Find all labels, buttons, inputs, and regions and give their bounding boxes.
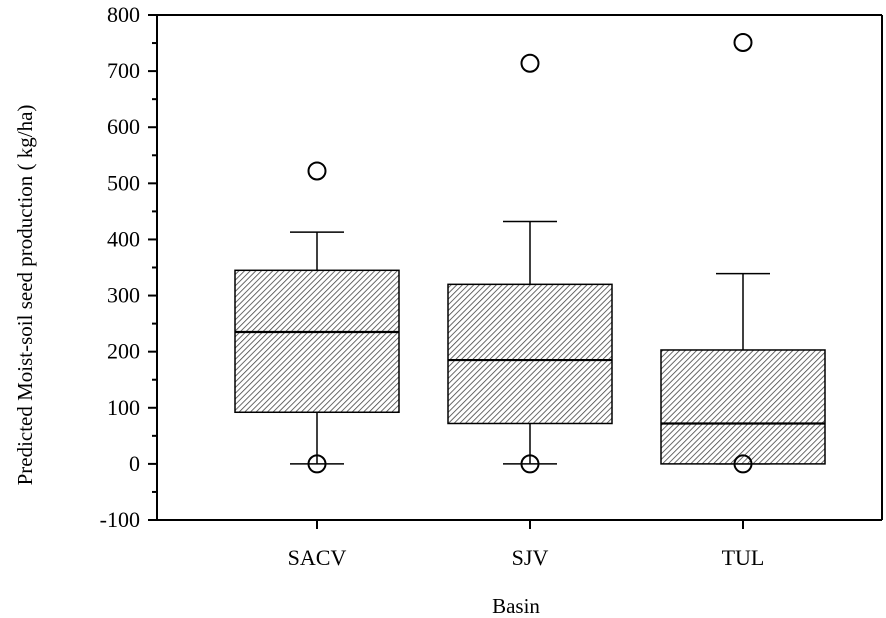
outlier-point (307, 454, 327, 474)
y-tick-label: 100 (107, 395, 140, 420)
y-tick-label: 500 (107, 170, 140, 195)
y-tick-label: 700 (107, 58, 140, 83)
outlier-point (520, 53, 540, 73)
box-group-sjv (447, 53, 613, 474)
iqr-box (660, 349, 826, 465)
y-axis-label: Predicted Moist-soil seed production ( k… (13, 105, 37, 486)
outlier-point (733, 32, 753, 52)
x-tick-label: SJV (512, 545, 549, 570)
y-tick-label: 300 (107, 283, 140, 308)
y-tick-label: 800 (107, 2, 140, 27)
y-tick-label: -100 (100, 507, 140, 532)
y-tick-label: 600 (107, 114, 140, 139)
box-group-sacv (234, 161, 400, 474)
y-tick-label: 200 (107, 339, 140, 364)
outlier-point (307, 161, 327, 181)
x-axis-label: Basin (492, 594, 540, 618)
iqr-box (447, 283, 613, 425)
boxes (234, 32, 826, 474)
y-tick-label: 400 (107, 226, 140, 251)
iqr-box (234, 269, 400, 414)
box-group-tul (660, 32, 826, 474)
x-tick-label: SACV (288, 545, 347, 570)
y-tick-label: 0 (129, 451, 140, 476)
axes: -100 0 100 200 300 400 500 600 700 800 SACV SJV TUL (100, 2, 883, 570)
x-tick-label: TUL (722, 545, 765, 570)
outlier-point (520, 454, 540, 474)
outlier-point (733, 454, 753, 474)
